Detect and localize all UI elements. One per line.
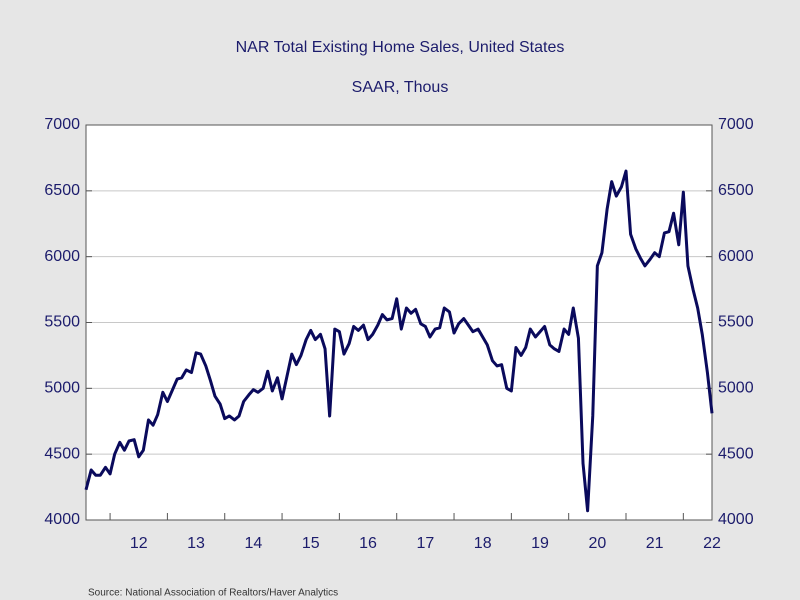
y-tick-label: 6500 xyxy=(44,182,80,199)
x-tick-label: 15 xyxy=(302,535,320,552)
y-tick-label: 5000 xyxy=(44,380,80,397)
x-tick-label: 22 xyxy=(703,535,721,552)
chart-title: NAR Total Existing Home Sales, United St… xyxy=(236,39,565,56)
x-tick-label: 16 xyxy=(359,535,377,552)
source-note: Source: National Association of Realtors… xyxy=(88,588,338,599)
x-tick-label: 12 xyxy=(130,535,148,552)
x-tick-label: 19 xyxy=(531,535,549,552)
y2-tick-label: 4500 xyxy=(718,445,754,462)
y2-tick-label: 6000 xyxy=(718,248,754,265)
y2-tick-label: 5000 xyxy=(718,380,754,397)
y2-tick-label: 6500 xyxy=(718,182,754,199)
x-tick-label: 18 xyxy=(474,535,492,552)
y-tick-label: 7000 xyxy=(44,116,80,133)
y-tick-label: 4500 xyxy=(44,445,80,462)
y-tick-label: 4000 xyxy=(44,511,80,528)
x-tick-label: 21 xyxy=(646,535,664,552)
x-tick-label: 14 xyxy=(244,535,262,552)
data-line xyxy=(84,169,714,513)
y-tick-label: 5500 xyxy=(44,314,80,331)
chart-subtitle: SAAR, Thous xyxy=(352,79,449,96)
y-tick-label: 6000 xyxy=(44,248,80,265)
x-tick-label: 20 xyxy=(588,535,606,552)
x-tick-label: 17 xyxy=(416,535,434,552)
x-tick-label: 13 xyxy=(187,535,205,552)
y2-tick-label: 7000 xyxy=(718,116,754,133)
plot-border xyxy=(85,124,713,521)
y2-tick-label: 4000 xyxy=(718,511,754,528)
y2-tick-label: 5500 xyxy=(718,314,754,331)
